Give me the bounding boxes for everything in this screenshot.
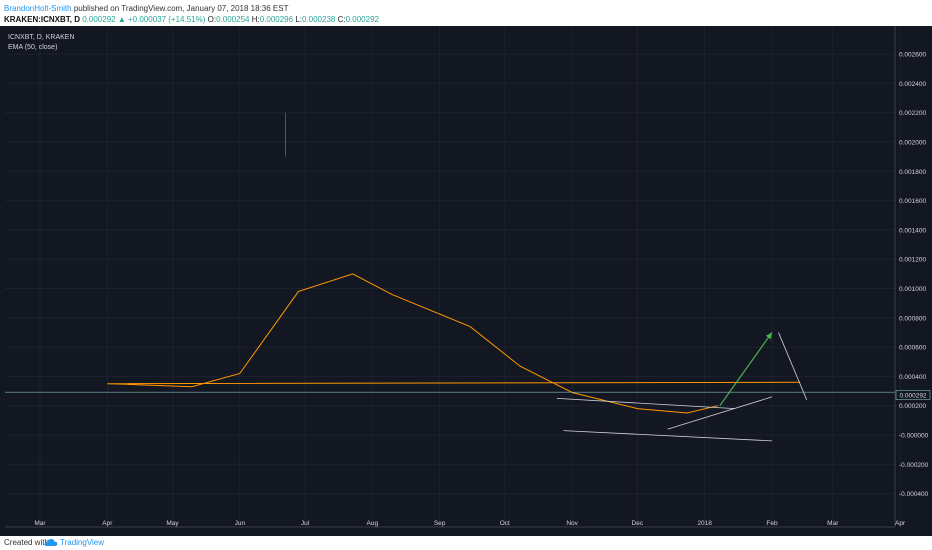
open-value: 0.000254	[216, 15, 250, 24]
current-price-badge: 0.000292	[895, 390, 931, 400]
y-tick-label: 0.000600	[899, 345, 926, 352]
chart-header: BrandonHolt-Smith published on TradingVi…	[0, 0, 932, 26]
x-tick-label: Dec	[632, 520, 644, 527]
x-tick-label: Feb	[766, 520, 778, 527]
drawings	[5, 332, 895, 442]
high-value: 0.000296	[259, 15, 294, 24]
y-tick-label: 0.002600	[899, 52, 926, 59]
y-tick-label: 0.002400	[899, 81, 926, 88]
x-tick-label: Apr	[895, 520, 906, 527]
channel-lower	[563, 430, 772, 442]
x-tick-label: Nov	[566, 520, 578, 527]
y-tick-label: 0.001000	[899, 286, 926, 293]
author-link[interactable]: BrandonHolt-Smith	[4, 4, 72, 13]
x-tick-label: Sep	[434, 520, 446, 527]
y-tick-label: 0.001800	[899, 169, 926, 176]
y-tick-label: 0.000200	[899, 403, 926, 410]
y-tick-label: 0.002000	[899, 140, 926, 147]
close-label: C:	[337, 15, 346, 24]
chart-background	[0, 26, 932, 536]
y-tick-label: -0.000200	[899, 462, 929, 469]
low-value: 0.000238	[301, 15, 336, 24]
x-tick-label: Jun	[235, 520, 246, 527]
low-label: L:	[295, 15, 302, 24]
y-tick-label: -0.000400	[899, 491, 929, 498]
quote-line: KRAKEN:ICNXBT, D 0.000292 ▲ +0.000037 (+…	[4, 15, 379, 25]
x-tick-label: Oct	[500, 520, 510, 527]
y-tick-label: 0.001400	[899, 227, 926, 234]
chart-legend-ema: EMA (50, close)	[8, 44, 57, 51]
price-badge-label: 0.000292	[899, 393, 926, 400]
last-price: 0.000292	[82, 15, 116, 24]
price-chart[interactable]: 0.002600 0.002400 0.002200 0.002000 0.001800…	[0, 26, 932, 536]
support-line	[667, 396, 773, 430]
channel-upper	[556, 397, 736, 410]
high-label: H:	[251, 15, 260, 24]
tradingview-link[interactable]: TradingView	[60, 538, 105, 547]
x-tick-label: Mar	[34, 520, 46, 527]
y-tick-label: 0.001600	[899, 198, 926, 205]
change-arrow-icon: ▲	[117, 15, 126, 24]
price-axis[interactable]: 0.002600 0.002400 0.002200 0.002000 0.001800…	[899, 52, 929, 499]
open-label: O:	[207, 15, 217, 24]
y-tick-label: 0.002200	[899, 110, 926, 117]
x-tick-label: Mar	[827, 520, 839, 527]
tradingview-cloud-icon	[44, 539, 58, 546]
grid-lines	[5, 26, 901, 527]
y-tick-label: -0.000000	[899, 433, 929, 440]
projection-arrow	[719, 332, 773, 407]
ema-overlay	[107, 273, 801, 414]
symbol-label: KRAKEN:ICNXBT, D	[4, 15, 80, 24]
x-tick-label: Aug	[367, 520, 379, 527]
x-tick-label: May	[166, 520, 179, 527]
close-value: 0.000292	[345, 15, 379, 24]
arrow-head-icon	[765, 332, 772, 340]
long-trendline	[778, 332, 808, 400]
publish-line: BrandonHolt-Smith published on TradingVi…	[4, 4, 288, 14]
y-tick-label: 0.000400	[899, 374, 926, 381]
time-axis[interactable]: Mar Apr May Jun Jul Aug Sep Oct Nov Dec 2018 Feb Mar…	[34, 520, 906, 527]
y-tick-label: 0.001200	[899, 257, 926, 264]
created-with-label: Created with	[4, 538, 49, 547]
footer: Created with TradingView	[0, 536, 932, 550]
publish-info: published on TradingView.com, January 07…	[71, 4, 289, 13]
x-tick-label: Apr	[102, 520, 113, 527]
ema-50-line	[107, 273, 801, 414]
x-tick-label: 2018	[697, 520, 712, 527]
chart-legend-title: ICNXBT, D, KRAKEN	[8, 34, 75, 41]
x-tick-label: Jul	[301, 520, 310, 527]
price-change: +0.000037 (+14.51%)	[128, 15, 206, 24]
y-tick-label: 0.000800	[899, 315, 926, 322]
